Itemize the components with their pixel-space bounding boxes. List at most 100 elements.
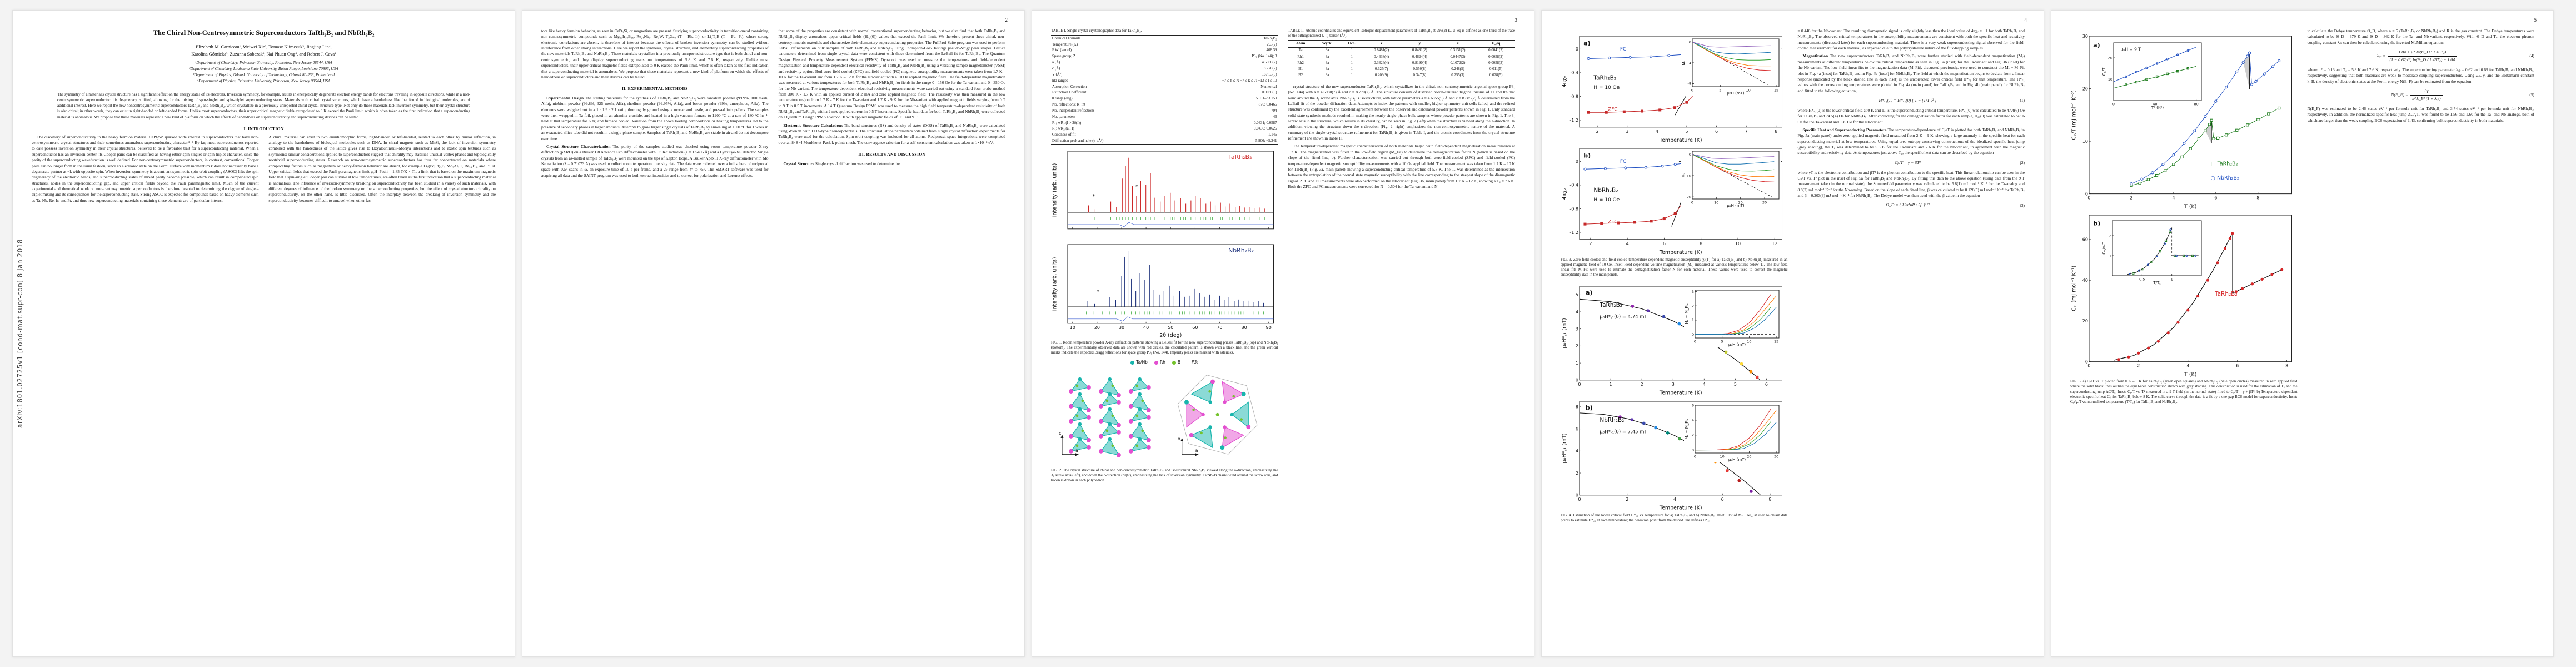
svg-text:□ TaRh₂B₂: □ TaRh₂B₂ [2211,161,2238,167]
figure-1: Intensity (arb. units) TaRh₂B₂ * * 10 20 30 40… [1051,148,1278,355]
page4-columns: 2 3 4 5 6 7 8 -1.2 -0.8 -0.4 0 Temperature (K) 4πχᵥ a… [1561,28,2025,527]
svg-text:2θ (deg): 2θ (deg) [1159,332,1182,338]
mv-mfit-inset-nbrh2b2: 0 10 20 30 0 2 4 6 μ₀H (mT) Mᵥ − M_Fit [1685,404,1779,462]
table-2-caption: TABLE II. Atomic coordinates and equival… [1288,29,1516,38]
svg-text:μ₀H*꜀₁(0) = 4.74 mT: μ₀H*꜀₁(0) = 4.74 mT [1600,314,1647,320]
svg-text:6: 6 [1576,426,1578,431]
svg-text:0: 0 [1688,40,1691,44]
svg-text:a): a) [1583,39,1590,47]
page-3: 3 TABLE I. Single crystal crystallograph… [1032,10,1534,657]
svg-text:4: 4 [1656,129,1658,134]
svg-text:Temperature (K): Temperature (K) [1659,137,1702,143]
svg-text:a): a) [2093,42,2100,49]
svg-text:0: 0 [2087,196,2090,201]
svg-text:-0.4: -0.4 [1569,71,1578,76]
arxiv-id: arXiv:1801.02725v1 [cond-mat.supr-con] 8… [16,239,24,428]
svg-text:ZFC: ZFC [1608,107,1618,112]
svg-text:μ₀H*꜀₁(0) = 7.45 mT: μ₀H*꜀₁(0) = 7.45 mT [1600,429,1647,434]
svg-text:10: 10 [2108,77,2112,82]
svg-text:4: 4 [2186,363,2189,368]
svg-text:Cₑₗ/γₙT: Cₑₗ/γₙT [2102,241,2106,254]
svg-text:ZFC: ZFC [1608,219,1618,225]
section-methods: II. EXPERIMENTAL METHODS [621,86,688,92]
svg-text:2: 2 [1626,497,1628,502]
body-text: where H*꜀₁(0) is the lower critical fiel… [1797,107,2025,125]
svg-text:Temperature (K): Temperature (K) [1659,250,1702,255]
svg-text:0: 0 [1693,340,1696,344]
svg-text:90: 90 [1266,325,1272,330]
table-1-body: Chemical Formula TaRh₂B₂ Temperature (K) 29… [1051,35,1278,145]
svg-text:Mᵥ: Mᵥ [1682,172,1686,177]
page5-col-left: 0 2 4 6 8 0 10 20 30 T (K) Cₚ/T (mJ mol⁻¹ K⁻²) a) □ … [2070,28,2298,409]
svg-text:20: 20 [1738,200,1742,205]
fig4a-inset: 0 5 10 15 0 1 2 3 μ₀H (mT) Mᵥ − M_Fit [1683,288,1781,347]
svg-text:10: 10 [2082,139,2088,144]
table-row: Diffraction peak and hole (e⁻/Å³) 5.906; … [1052,139,1277,143]
svg-text:-1.2: -1.2 [1569,118,1578,123]
svg-text:-1.2: -1.2 [1569,230,1578,235]
table-row: No. parameters 46 [1052,115,1277,119]
svg-text:2: 2 [1576,471,1578,476]
svg-text:μ₀H*꜀₁ (mT): μ₀H*꜀₁ (mT) [1562,433,1568,463]
body-text: crystal structure of the new superconduc… [1288,83,1516,141]
svg-text:a: a [1195,448,1198,453]
mv-mfit-inset-tarh2b2: 0 5 10 15 0 1 2 3 μ₀H (mT) Mᵥ − M_Fit [1685,290,1779,347]
svg-text:40: 40 [1143,325,1149,330]
svg-text:5: 5 [1685,129,1688,134]
rh-atom-icon [1154,360,1158,365]
svg-text:8: 8 [1700,241,1702,246]
page5-col-right: to calculate the Debye temperature Θ_D, … [2308,28,2535,409]
svg-text:*: * [1135,184,1138,190]
svg-text:FC: FC [1620,47,1626,52]
page-number: 3 [1514,17,1518,23]
section-introduction: I. INTRODUCTION [243,126,284,131]
section-results: III. RESULTS AND DISCUSSION [858,152,926,157]
svg-text:6: 6 [1691,404,1693,407]
svg-text:6: 6 [2236,363,2239,368]
page-2: 2 tors like heavy fermion behavior, as s… [522,10,1025,657]
svg-text:20: 20 [2082,318,2088,323]
subsection-specific-heat: Specific Heat and Superconducting Parame… [1802,127,1887,132]
svg-text:H = 10 Oe: H = 10 Oe [1593,197,1620,203]
svg-text:6: 6 [1663,241,1666,246]
svg-text:10: 10 [1746,88,1750,93]
svg-text:Mᵥ − M_Fit: Mᵥ − M_Fit [1685,303,1689,324]
svg-text:0: 0 [2112,102,2115,107]
svg-text:15: 15 [1773,88,1778,93]
svg-text:2: 2 [1691,304,1693,308]
svg-text:6: 6 [2214,196,2217,201]
svg-text:4: 4 [1673,497,1676,502]
figure-2-legend: Ta/Nb Rh B P3₁ [1051,360,1278,366]
svg-text:20: 20 [1094,325,1100,330]
table-row: V (Å³) 167.63(6) [1052,72,1277,77]
svg-text:a): a) [1586,289,1592,296]
svg-text:30: 30 [1762,200,1766,205]
svg-text:μ₀H (mT): μ₀H (mT) [1727,91,1745,96]
fig4-panel-b: 0 2 4 6 8 0 2 4 6 8 Temperature (K) μ₀H*꜀₁ (mT) b) Nb… [1561,396,1788,511]
svg-text:50: 50 [1168,325,1173,330]
svg-text:40: 40 [2153,102,2157,107]
svg-text:15: 15 [1773,340,1778,344]
svg-text:μ₀H (mT): μ₀H (mT) [1728,342,1746,347]
table-2: TABLE II. Atomic coordinates and equival… [1288,28,1516,79]
table-row: c (Å) 8.770(2) [1052,66,1277,71]
svg-text:*: * [1092,193,1095,200]
svg-text:0: 0 [2085,191,2088,196]
table-1-caption: TABLE I. Single crystal crystallographic… [1051,29,1142,33]
svg-text:8: 8 [1768,497,1771,502]
svg-text:1: 1 [2109,253,2111,258]
svg-text:○ NbRh₂B₂: ○ NbRh₂B₂ [2211,175,2239,181]
svg-text:b: b [1178,436,1180,441]
svg-text:μ₀H (mT): μ₀H (mT) [1727,203,1745,208]
svg-text:20: 20 [2108,56,2112,60]
table-row: Goodness of fit 1.146 [1052,133,1277,137]
body-text: Magnetization The new superconductors Ta… [1797,53,2025,93]
fig3-panel-b: 2 4 6 8 10 12 -1.2 -0.8 -0.4 0 Temperature (K) 4πχᵥ… [1561,143,1788,255]
svg-text:1: 1 [1610,382,1612,387]
svg-text:2: 2 [2109,233,2111,238]
svg-text:8: 8 [1775,129,1777,134]
svg-text:5: 5 [1719,88,1721,93]
body-text: Specific Heat and Superconducting Parame… [1797,127,2025,156]
svg-text:Cₚ/T: Cₚ/T [2102,67,2106,76]
svg-text:b): b) [1583,152,1591,159]
